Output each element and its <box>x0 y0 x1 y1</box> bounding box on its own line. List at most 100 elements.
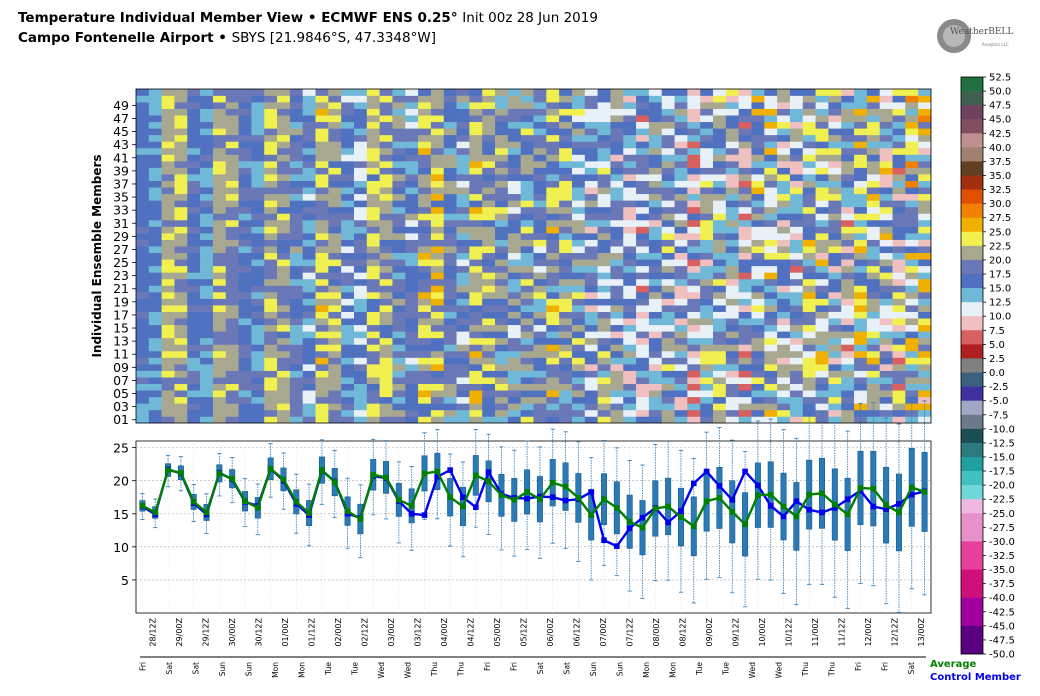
heatmap-cell <box>725 213 739 221</box>
heatmap-cell <box>802 259 816 267</box>
control-point <box>844 496 851 503</box>
heatmap-cell <box>584 213 598 221</box>
heatmap-cell <box>905 239 919 247</box>
heatmap-cell <box>507 115 521 123</box>
heatmap-cell <box>571 265 586 273</box>
heatmap-cell <box>584 206 598 214</box>
heatmap-cell <box>136 390 150 398</box>
control-point <box>780 513 787 520</box>
x-tick-label: 02/12Z <box>360 617 369 646</box>
heatmap-cell <box>866 233 881 240</box>
heatmap-cell <box>161 357 175 365</box>
heatmap-cell <box>174 187 188 195</box>
heatmap-cell <box>405 115 419 123</box>
heatmap-cell <box>212 174 227 181</box>
heatmap-cell <box>187 206 201 214</box>
heatmap-cell <box>212 259 227 267</box>
heatmap-cell <box>713 292 727 299</box>
heatmap-cell <box>879 311 893 319</box>
x-day-label: Mon <box>297 662 306 678</box>
heatmap-cell <box>456 331 470 339</box>
heatmap-cell <box>238 318 252 326</box>
heatmap-cell <box>366 239 380 247</box>
heatmap-cell <box>148 102 162 109</box>
heatmap-cell <box>738 102 752 109</box>
heatmap-cell <box>225 102 239 109</box>
heatmap-cell <box>905 350 919 358</box>
average-point <box>678 514 684 520</box>
heatmap-cell <box>687 174 701 181</box>
heatmap-cell <box>136 265 150 273</box>
heatmap-cell <box>725 187 739 195</box>
heatmap-cell <box>674 115 688 123</box>
heatmap-cell <box>713 102 727 109</box>
heatmap-cell <box>533 390 547 398</box>
control-point <box>883 506 889 512</box>
heatmap-cell <box>879 409 893 417</box>
heatmap-cell <box>495 350 509 358</box>
heatmap-cell <box>418 311 432 319</box>
heatmap-cell <box>443 344 457 352</box>
heatmap-cell <box>866 246 881 254</box>
heatmap-cell <box>738 239 752 247</box>
heatmap-cell <box>161 396 175 404</box>
heatmap-cell <box>430 102 445 109</box>
heatmap-cell <box>687 416 701 424</box>
heatmap-cell <box>533 377 547 385</box>
heatmap-cell <box>520 416 534 424</box>
heatmap-cell <box>841 161 855 168</box>
heatmap-cell <box>277 324 291 332</box>
average-point <box>293 499 300 505</box>
heatmap-cell <box>533 147 547 155</box>
heatmap-cell <box>225 298 239 306</box>
heatmap-cell <box>841 403 855 411</box>
heatmap-cell <box>866 180 881 188</box>
heatmap-cell <box>456 233 470 240</box>
heatmap-cell <box>559 390 573 398</box>
heatmap-cell <box>866 128 881 136</box>
heatmap-cell <box>148 193 162 201</box>
heatmap-cell <box>161 239 175 247</box>
heatmap-cell <box>597 305 611 312</box>
heatmap-cell <box>866 390 881 398</box>
heatmap-cell <box>866 318 881 326</box>
heatmap-cell <box>495 390 509 398</box>
colorbar-segment <box>961 133 983 148</box>
heatmap-cell <box>392 370 406 378</box>
heatmap-cell <box>392 154 406 162</box>
heatmap-cell <box>251 403 265 411</box>
colorbar-tick-label: -17.5 <box>989 467 1015 478</box>
heatmap-cell <box>392 108 406 116</box>
heatmap-cell <box>700 154 714 162</box>
heatmap-cell <box>200 226 214 234</box>
heatmap-cell <box>841 180 855 188</box>
x-tick-label: 04/12Z <box>466 617 475 646</box>
heatmap-cell <box>277 390 291 398</box>
heatmap-cell <box>456 141 470 149</box>
heatmap-cell <box>815 318 829 326</box>
heatmap-cell <box>379 292 393 299</box>
heatmap-cell <box>238 89 252 96</box>
heatmap-cell <box>520 187 534 195</box>
heatmap-cell <box>674 239 688 247</box>
heatmap-cell <box>277 409 291 417</box>
heatmap-cell <box>289 174 303 181</box>
heatmap-cell <box>507 364 521 371</box>
heatmap-cell <box>918 193 932 201</box>
average-point <box>908 484 915 491</box>
heatmap-cell <box>366 206 380 214</box>
x-day-label: Fri <box>483 662 492 671</box>
average-point <box>203 509 210 516</box>
heatmap-cell <box>507 213 521 221</box>
heatmap-cell <box>225 259 239 267</box>
heatmap-cell <box>353 193 368 201</box>
heatmap-cell <box>353 219 368 227</box>
heatmap-cell <box>405 187 419 195</box>
heatmap-cell <box>687 311 701 319</box>
heatmap-cell <box>687 141 701 149</box>
heatmap-cell <box>418 121 432 129</box>
heatmap-cell <box>905 200 919 208</box>
heatmap-cell <box>879 285 893 293</box>
heatmap-cell <box>302 187 316 195</box>
heatmap-cell <box>341 213 355 221</box>
